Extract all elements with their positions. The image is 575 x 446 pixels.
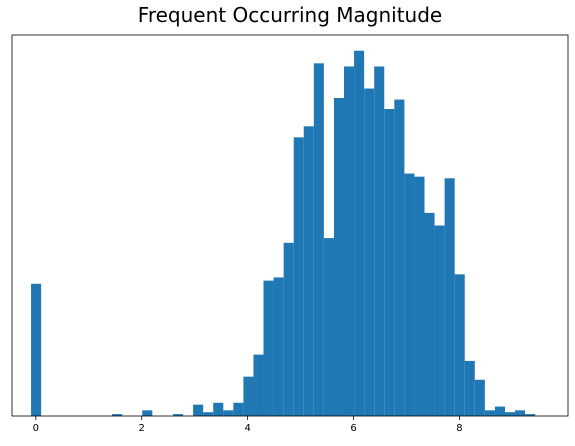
x-tick-label: 6 (350, 423, 356, 434)
histogram-bar (364, 89, 374, 416)
x-tick-label: 2 (139, 423, 145, 434)
histogram-bar (455, 274, 465, 416)
bars-group (31, 51, 535, 416)
histogram-bar (264, 281, 274, 416)
x-tick-label: 8 (456, 423, 462, 434)
histogram-bar (324, 238, 334, 416)
histogram-bar (515, 410, 525, 416)
histogram-bar (445, 178, 455, 416)
histogram-bar (314, 63, 324, 416)
x-axis: 0 2 4 6 8 (33, 416, 463, 434)
histogram-bar (374, 66, 384, 416)
histogram-bar (294, 137, 304, 416)
histogram-bar (274, 277, 284, 416)
histogram-bar (475, 380, 485, 416)
histogram-bar (304, 126, 314, 416)
histogram-bar (414, 177, 424, 416)
histogram-bar (203, 412, 213, 416)
chart-title: Frequent Occurring Magnitude (138, 3, 442, 27)
histogram-bar (213, 403, 223, 416)
x-tick-label: 4 (244, 423, 250, 434)
histogram-bar (344, 66, 354, 416)
histogram-bar (435, 226, 445, 417)
histogram-bar (465, 361, 475, 416)
histogram-bar (394, 100, 404, 416)
histogram-bar (233, 403, 243, 416)
histogram-bar (142, 410, 152, 416)
histogram-bar (31, 284, 41, 416)
histogram-bar (425, 213, 435, 416)
histogram-bar (384, 109, 394, 416)
histogram-bar (284, 243, 294, 416)
histogram-bar (243, 377, 253, 416)
histogram-bar (193, 405, 203, 416)
histogram-bar (485, 410, 495, 416)
histogram-bar (223, 410, 233, 416)
x-tick-label: 0 (33, 423, 39, 434)
histogram-bar (253, 355, 263, 416)
histogram-bar (334, 98, 344, 416)
histogram-bar (505, 412, 515, 416)
histogram-bar (354, 51, 364, 416)
histogram-bar (404, 174, 414, 416)
histogram-bar (495, 407, 505, 416)
